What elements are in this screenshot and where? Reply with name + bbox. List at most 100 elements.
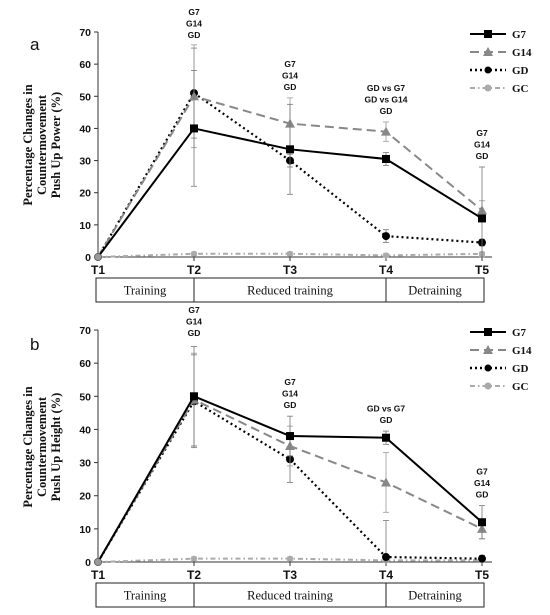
panel-letter: a bbox=[30, 35, 40, 54]
significance-annotation-line: G14 bbox=[474, 140, 490, 150]
y-tick-label: 70 bbox=[79, 325, 91, 337]
data-point bbox=[381, 126, 391, 136]
significance-annotation-line: G7 bbox=[476, 128, 488, 138]
significance-annotation-line: GD bbox=[188, 30, 201, 40]
data-point bbox=[287, 555, 293, 562]
y-tick-label: 0 bbox=[85, 252, 91, 264]
y-tick-label: 40 bbox=[79, 123, 91, 135]
significance-annotation-line: GD bbox=[476, 151, 489, 161]
phase-box bbox=[95, 582, 485, 608]
significance-annotation-line: G7 bbox=[188, 305, 200, 315]
significance-annotation: G7 G14 GD bbox=[474, 128, 490, 161]
legend-marker bbox=[484, 328, 492, 336]
y-axis-label-line: Push Up Power (%) bbox=[49, 92, 63, 198]
phase-box bbox=[95, 277, 485, 303]
x-tick-label: T5 bbox=[475, 568, 489, 582]
data-point bbox=[381, 477, 391, 487]
significance-annotation: GD vs G7 GD vs G14 GD bbox=[365, 83, 408, 116]
y-axis-label-line: Percentage Changes in bbox=[21, 386, 35, 507]
legend-marker bbox=[484, 364, 492, 372]
y-tick-label: 60 bbox=[79, 358, 91, 370]
y-axis-label-line: Percentage Changes in bbox=[21, 84, 35, 205]
data-point bbox=[286, 432, 294, 441]
data-point bbox=[191, 250, 197, 257]
data-point bbox=[478, 554, 486, 563]
significance-annotation: G7 G14 GD bbox=[282, 377, 298, 410]
data-point bbox=[382, 553, 390, 562]
legend-label: GC bbox=[512, 83, 529, 95]
significance-annotation-line: GD vs G7 bbox=[367, 404, 406, 414]
significance-annotation-line: G14 bbox=[282, 70, 298, 80]
significance-annotation: G7 G14 GD bbox=[282, 59, 298, 92]
x-tick-label: T3 bbox=[283, 568, 297, 582]
legend-marker bbox=[484, 30, 492, 38]
legend-marker bbox=[484, 382, 492, 390]
legend-label: G7 bbox=[512, 327, 527, 339]
chart-panel-b: b Percentage Changes inCountermovementPus… bbox=[21, 305, 532, 608]
significance-annotation-line: GD bbox=[380, 106, 393, 116]
panel-letter: b bbox=[30, 335, 39, 354]
x-tick-label: T5 bbox=[475, 263, 489, 277]
series-g7 bbox=[94, 346, 486, 566]
significance-annotation: G7 G14 GD bbox=[474, 467, 490, 500]
legend-label: G14 bbox=[512, 47, 532, 59]
significance-annotation-line: G14 bbox=[282, 389, 298, 399]
y-tick-label: 20 bbox=[79, 491, 91, 503]
data-point bbox=[383, 252, 389, 259]
y-tick-label: 70 bbox=[79, 27, 91, 39]
legend-label: GD bbox=[512, 65, 529, 77]
y-axis-label-line: Countermovement bbox=[35, 94, 49, 195]
y-tick-label: 10 bbox=[79, 524, 91, 536]
data-point bbox=[286, 145, 294, 154]
y-axis-label: Percentage Changes inCountermovementPush… bbox=[21, 84, 63, 205]
series-g7 bbox=[94, 70, 486, 261]
phase-label: Training bbox=[124, 589, 167, 603]
phase-label: Detraining bbox=[408, 284, 462, 298]
data-point bbox=[94, 558, 102, 566]
data-point bbox=[478, 518, 486, 527]
legend-marker bbox=[483, 47, 493, 56]
legend-label: G7 bbox=[512, 29, 527, 41]
legend-marker bbox=[484, 84, 492, 92]
significance-annotation-line: G14 bbox=[474, 478, 490, 488]
y-tick-label: 60 bbox=[79, 59, 91, 71]
data-point bbox=[94, 253, 102, 261]
data-point bbox=[478, 214, 486, 223]
y-axis-label: Percentage Changes inCountermovementPush… bbox=[21, 386, 63, 507]
y-axis-label-line: Countermovement bbox=[35, 396, 49, 497]
data-point bbox=[382, 433, 390, 442]
significance-annotation-line: G7 bbox=[284, 377, 296, 387]
data-point bbox=[382, 154, 390, 163]
significance-annotation-line: G14 bbox=[186, 19, 202, 29]
significance-annotation-line: GD vs G14 bbox=[365, 95, 408, 105]
significance-annotation-line: GD bbox=[476, 490, 489, 500]
significance-annotation-line: GD bbox=[188, 328, 201, 338]
y-tick-label: 50 bbox=[79, 391, 91, 403]
significance-annotation-line: G7 bbox=[284, 59, 296, 69]
significance-annotation-line: G7 bbox=[476, 467, 488, 477]
phase-label: Detraining bbox=[408, 589, 462, 603]
y-tick-label: 30 bbox=[79, 458, 91, 470]
phase-label: Reduced training bbox=[247, 284, 333, 298]
significance-annotation-line: GD bbox=[284, 82, 297, 92]
y-tick-label: 30 bbox=[79, 156, 91, 168]
significance-annotation-line: GD bbox=[284, 400, 297, 410]
significance-annotation-line: G7 bbox=[188, 7, 200, 17]
x-tick-label: T4 bbox=[379, 568, 393, 582]
data-point bbox=[190, 392, 198, 401]
significance-annotation-line: GD vs G7 bbox=[367, 83, 406, 93]
phase-label: Reduced training bbox=[247, 589, 333, 603]
data-point bbox=[190, 124, 198, 133]
x-tick-label: T2 bbox=[187, 568, 201, 582]
data-point bbox=[287, 250, 293, 257]
x-tick-label: T4 bbox=[379, 263, 393, 277]
legend-label: G14 bbox=[512, 345, 532, 357]
significance-annotation-line: G14 bbox=[186, 317, 202, 327]
x-tick-label: T3 bbox=[283, 263, 297, 277]
significance-annotation: GD vs G7 GD bbox=[367, 404, 406, 426]
significance-annotation-line: GD bbox=[380, 415, 393, 425]
y-tick-label: 0 bbox=[85, 557, 91, 569]
legend-label: GD bbox=[512, 363, 529, 375]
y-axis-label-line: Push Up Height (%) bbox=[49, 393, 63, 502]
